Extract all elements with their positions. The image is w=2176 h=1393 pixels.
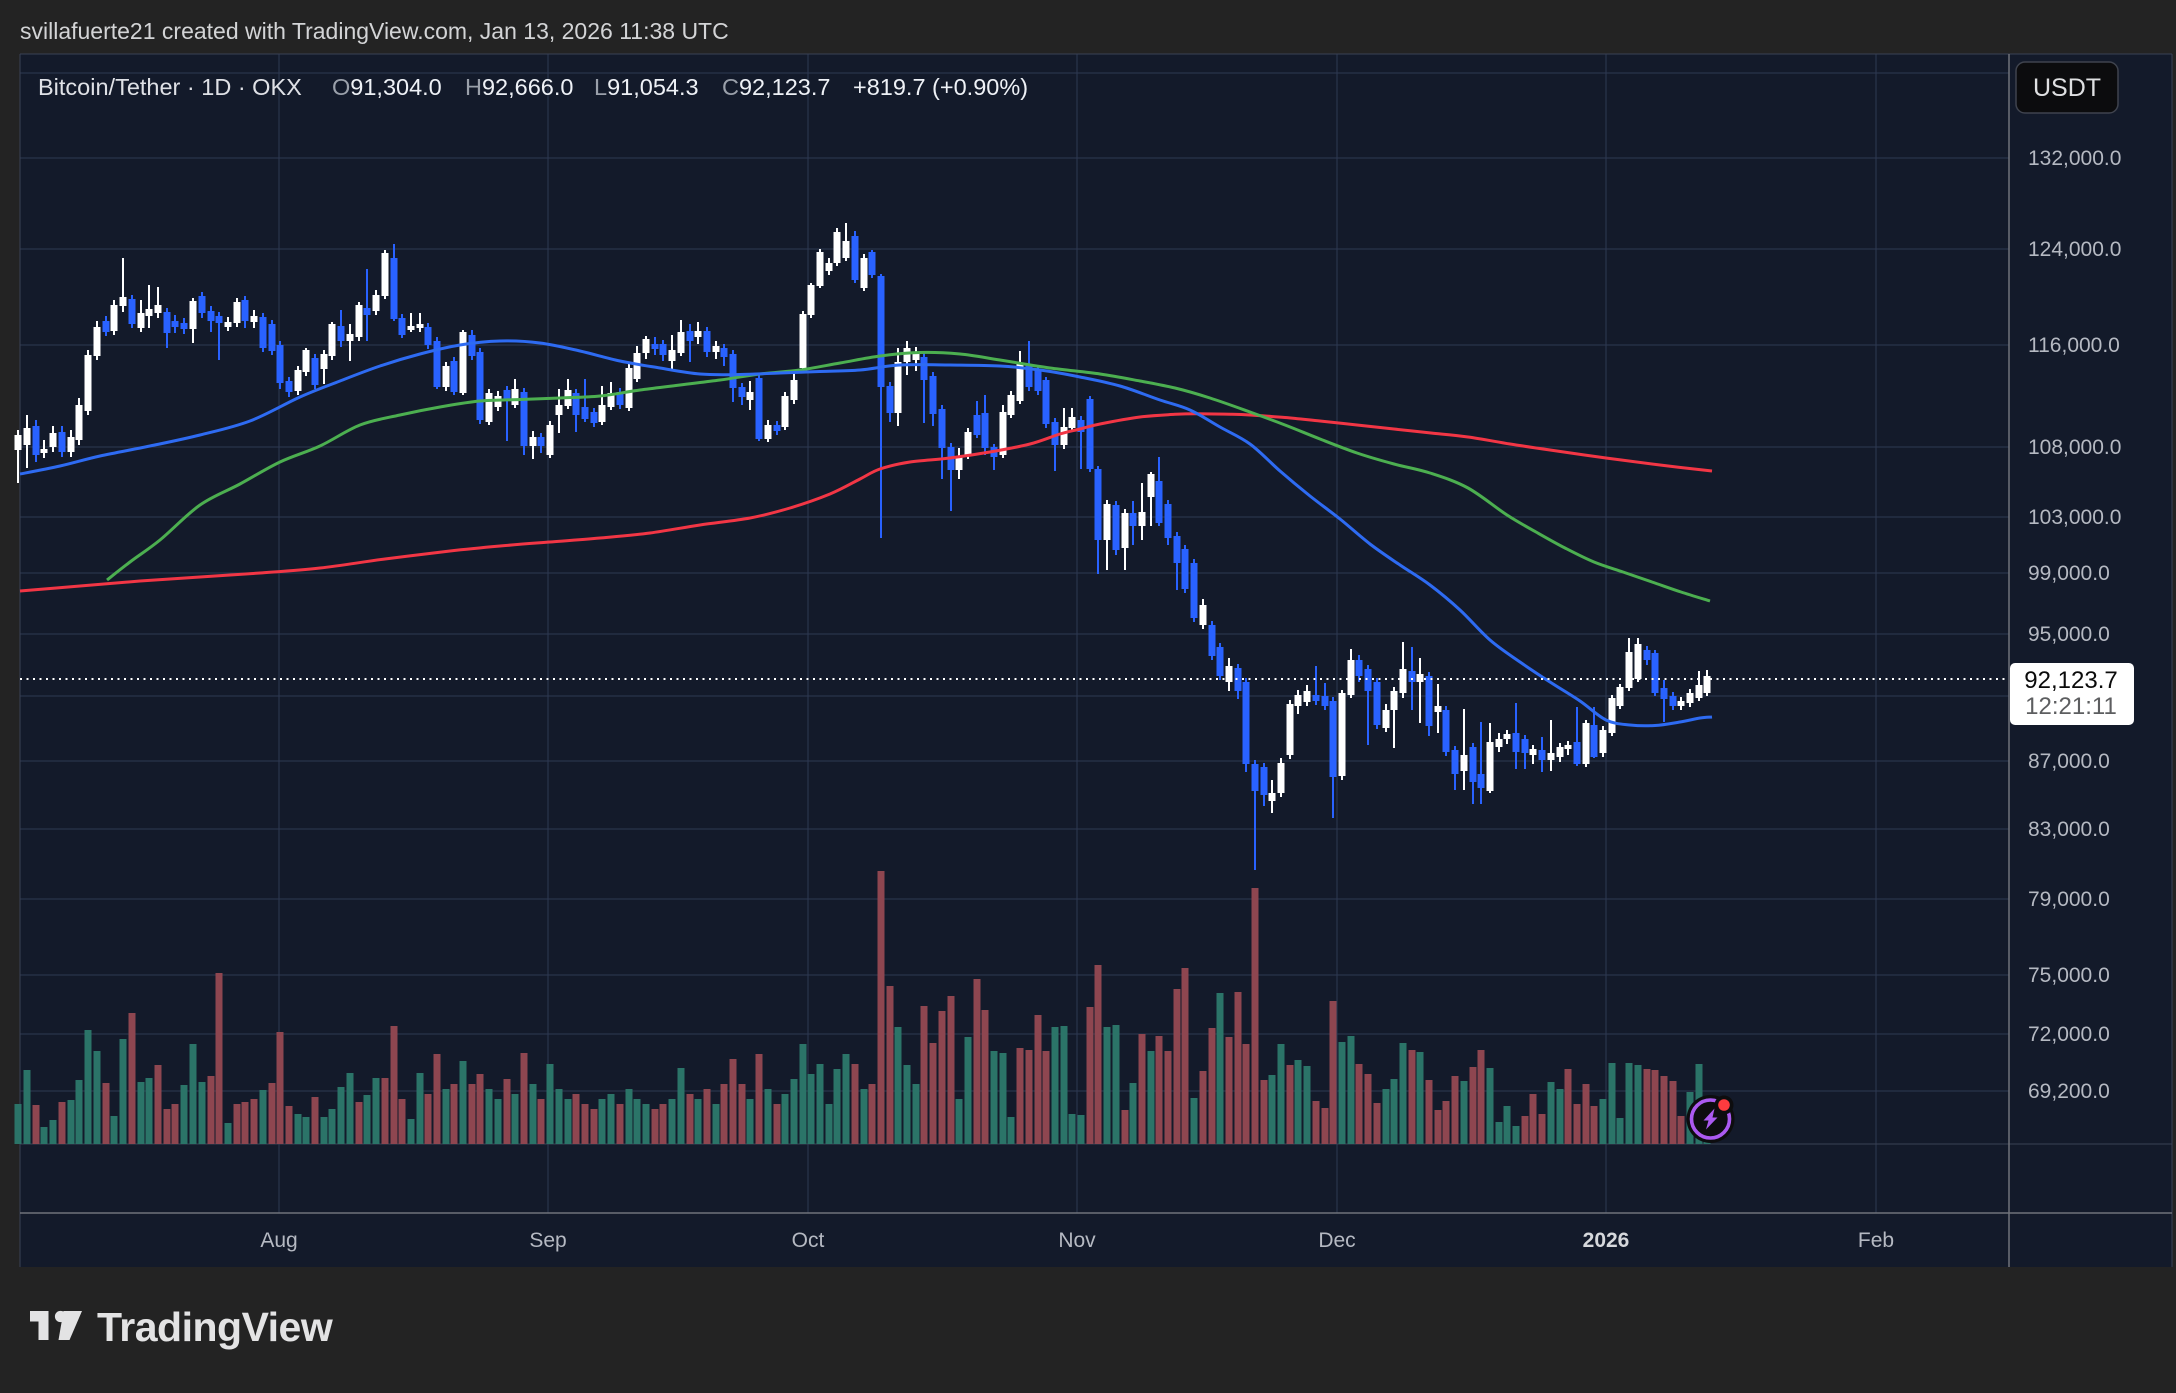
svg-text:103,000.0: 103,000.0 <box>2028 506 2121 529</box>
svg-text:O91,304.0: O91,304.0 <box>332 74 442 100</box>
svg-text:svillafuerte21 created with Tr: svillafuerte21 created with TradingView.… <box>20 18 729 44</box>
svg-text:Aug: Aug <box>260 1229 297 1252</box>
svg-text:Oct: Oct <box>792 1229 825 1252</box>
svg-text:Sep: Sep <box>529 1229 566 1252</box>
svg-text:Nov: Nov <box>1058 1229 1096 1252</box>
svg-text:2026: 2026 <box>1583 1229 1630 1252</box>
svg-text:83,000.0: 83,000.0 <box>2028 818 2110 841</box>
svg-text:12:21:11: 12:21:11 <box>2025 693 2117 720</box>
svg-text:Bitcoin/Tether · 1D · OKX: Bitcoin/Tether · 1D · OKX <box>38 74 302 100</box>
svg-text:87,000.0: 87,000.0 <box>2028 750 2110 773</box>
svg-text:108,000.0: 108,000.0 <box>2028 436 2121 459</box>
svg-text:TradingView: TradingView <box>97 1304 333 1350</box>
svg-text:92,123.7: 92,123.7 <box>2024 667 2117 694</box>
svg-text:79,000.0: 79,000.0 <box>2028 888 2110 911</box>
svg-text:116,000.0: 116,000.0 <box>2028 334 2120 357</box>
svg-text:132,000.0: 132,000.0 <box>2028 147 2121 170</box>
svg-text:USDT: USDT <box>2033 74 2101 102</box>
svg-text:L91,054.3: L91,054.3 <box>594 74 699 100</box>
svg-text:95,000.0: 95,000.0 <box>2028 623 2110 646</box>
svg-text:+819.7 (+0.90%): +819.7 (+0.90%) <box>853 74 1028 100</box>
svg-text:99,000.0: 99,000.0 <box>2028 562 2110 585</box>
svg-text:Dec: Dec <box>1318 1229 1355 1252</box>
svg-text:75,000.0: 75,000.0 <box>2028 964 2110 987</box>
svg-text:124,000.0: 124,000.0 <box>2028 238 2121 261</box>
svg-text:Feb: Feb <box>1858 1229 1894 1252</box>
svg-text:H92,666.0: H92,666.0 <box>465 74 573 100</box>
svg-text:72,000.0: 72,000.0 <box>2028 1023 2110 1046</box>
svg-text:C92,123.7: C92,123.7 <box>722 74 830 100</box>
svg-text:69,200.0: 69,200.0 <box>2028 1080 2110 1103</box>
